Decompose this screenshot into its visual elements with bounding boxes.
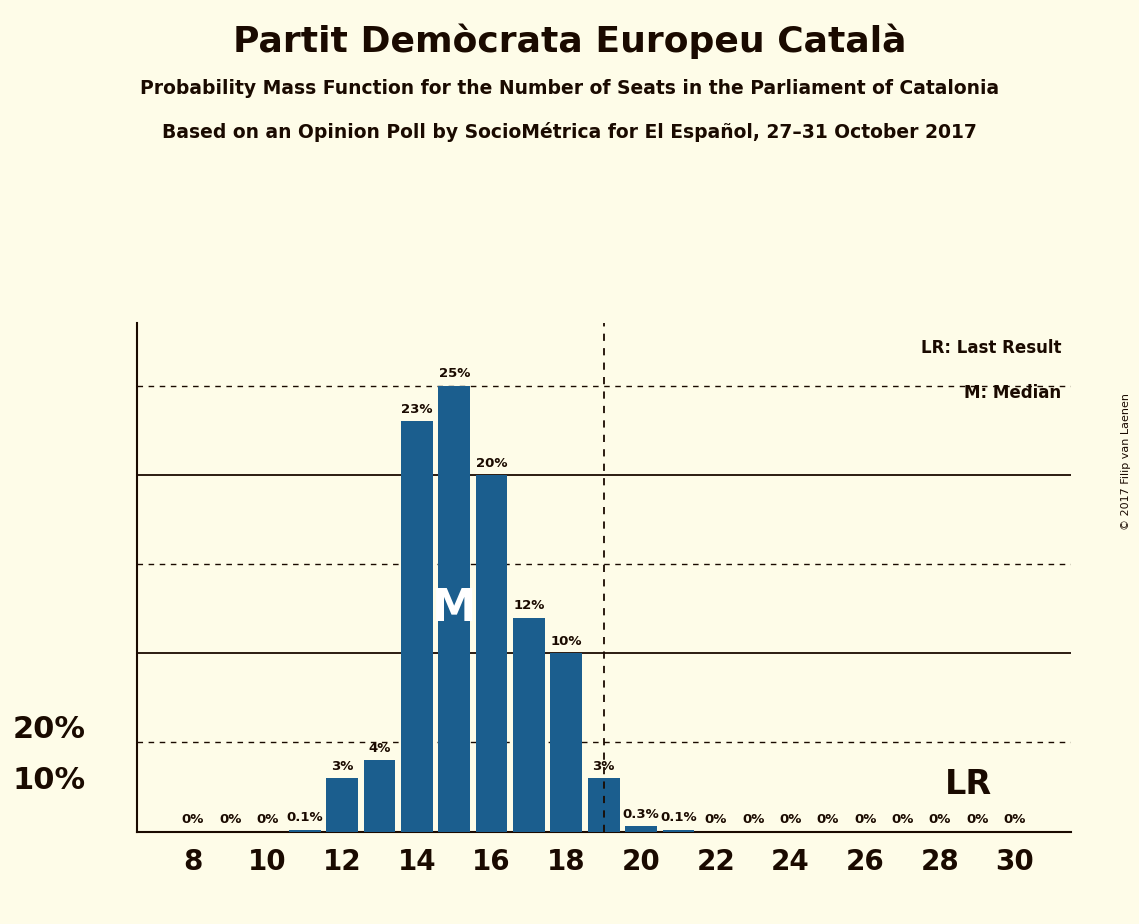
Bar [363, 760, 395, 832]
Text: 0%: 0% [256, 813, 279, 826]
Bar [476, 475, 508, 832]
Text: 0%: 0% [181, 813, 204, 826]
Text: 20%: 20% [13, 715, 85, 745]
Text: LR: LR [944, 768, 992, 801]
Text: 4%: 4% [368, 742, 391, 755]
Text: 25%: 25% [439, 368, 470, 381]
Text: 10%: 10% [13, 766, 85, 796]
Text: 0%: 0% [705, 813, 727, 826]
Text: 0%: 0% [741, 813, 764, 826]
Bar [588, 778, 620, 832]
Text: M: Median: M: Median [965, 384, 1062, 402]
Bar [550, 653, 582, 832]
Text: 3%: 3% [331, 760, 353, 772]
Text: 0%: 0% [817, 813, 839, 826]
Text: 0%: 0% [219, 813, 241, 826]
Text: 0%: 0% [1003, 813, 1026, 826]
Bar [401, 421, 433, 832]
Text: 0%: 0% [779, 813, 802, 826]
Bar [663, 830, 695, 832]
Text: 12%: 12% [514, 600, 544, 613]
Text: Based on an Opinion Poll by SocioMétrica for El Español, 27–31 October 2017: Based on an Opinion Poll by SocioMétrica… [162, 122, 977, 142]
Bar [289, 830, 321, 832]
Text: 0.3%: 0.3% [623, 808, 659, 821]
Text: 23%: 23% [401, 403, 433, 416]
Text: Probability Mass Function for the Number of Seats in the Parliament of Catalonia: Probability Mass Function for the Number… [140, 79, 999, 98]
Bar [625, 826, 657, 832]
Text: 0.1%: 0.1% [661, 811, 697, 824]
Text: 0%: 0% [854, 813, 876, 826]
Bar [326, 778, 358, 832]
Text: 0%: 0% [892, 813, 913, 826]
Text: © 2017 Filip van Laenen: © 2017 Filip van Laenen [1121, 394, 1131, 530]
Text: M: M [432, 588, 476, 630]
Text: 0%: 0% [966, 813, 989, 826]
Text: 0.1%: 0.1% [287, 811, 323, 824]
Text: 3%: 3% [592, 760, 615, 772]
Text: 20%: 20% [476, 456, 507, 469]
Bar [513, 617, 544, 832]
Text: Partit Demòcrata Europeu Català: Partit Demòcrata Europeu Català [232, 23, 907, 58]
Text: LR: Last Result: LR: Last Result [920, 338, 1062, 357]
Bar [439, 386, 470, 832]
Text: 10%: 10% [550, 635, 582, 648]
Text: 0%: 0% [928, 813, 951, 826]
